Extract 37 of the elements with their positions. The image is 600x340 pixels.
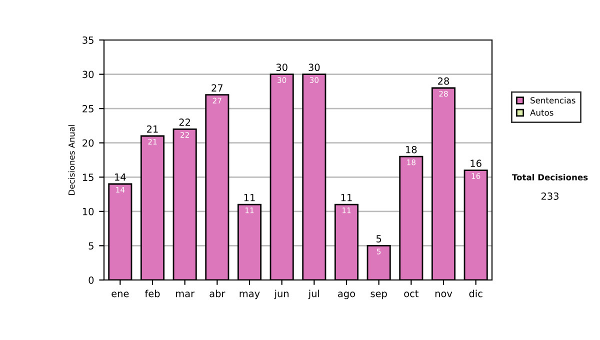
y-tick-label: 25 xyxy=(82,105,94,112)
x-tick-label: ago xyxy=(338,292,356,300)
total-label: 11 xyxy=(341,194,352,202)
y-tick-label: 20 xyxy=(82,139,94,147)
x-tick-label: ene xyxy=(112,292,129,298)
x-tick-label: may xyxy=(240,292,260,300)
total-label: 22 xyxy=(179,118,190,126)
y-tick-label: 0 xyxy=(88,276,94,284)
total-label: 18 xyxy=(406,146,417,154)
total-label: 30 xyxy=(308,64,320,72)
x-tick-label: jun xyxy=(274,290,289,300)
total-label: 11 xyxy=(244,194,255,202)
x-tick-label: feb xyxy=(144,290,160,298)
x-tick-label: jul xyxy=(308,290,320,300)
x-tick-label: oct xyxy=(404,290,418,298)
x-tick-label: nov xyxy=(435,292,452,298)
total-label: 30 xyxy=(276,64,288,72)
total-label: 27 xyxy=(212,84,223,92)
y-tick-label: 35 xyxy=(82,36,94,44)
y-tick-label: 30 xyxy=(82,70,94,78)
y-tick-label: 5 xyxy=(88,242,94,250)
text: 233 xyxy=(541,192,558,200)
total-label: 28 xyxy=(438,77,450,85)
x-tick-label: mar xyxy=(176,292,195,298)
x-tick-label: abr xyxy=(210,290,226,298)
total-label: 16 xyxy=(470,160,482,168)
total-label: 21 xyxy=(147,125,158,133)
total-label: 5 xyxy=(376,235,382,242)
text: Total Decisiones xyxy=(512,174,588,180)
y-axis-title: Decisiones Anual xyxy=(68,125,75,195)
x-tick-label: sep xyxy=(370,292,387,300)
x-tick-label: dic xyxy=(469,290,482,298)
legend-label: Autos xyxy=(530,110,554,116)
y-tick-label: 10 xyxy=(82,208,94,216)
y-tick-label: 15 xyxy=(82,174,94,181)
legend-label: Sentencias xyxy=(530,97,576,104)
total-label: 14 xyxy=(115,174,126,181)
